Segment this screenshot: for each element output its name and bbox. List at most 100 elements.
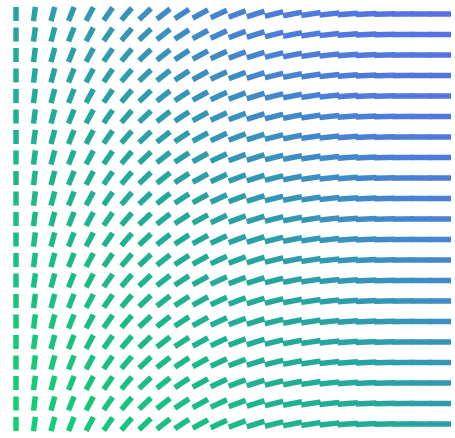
dash: [337, 31, 359, 38]
dash: [374, 113, 396, 120]
dash: [173, 191, 191, 206]
dash: [137, 334, 153, 350]
dash: [300, 112, 322, 121]
dash: [337, 195, 359, 202]
dash: [48, 149, 58, 166]
dash: [245, 111, 266, 122]
dash: [337, 400, 359, 407]
dash: [191, 171, 210, 185]
dash: [137, 129, 153, 145]
dash: [119, 395, 134, 412]
dash: [119, 129, 134, 145]
dash: [119, 416, 134, 432]
dash: [209, 192, 229, 205]
dash: [65, 149, 77, 166]
dash: [319, 358, 340, 367]
dash: [337, 133, 359, 141]
dash: [209, 417, 229, 431]
dash: [155, 129, 172, 145]
dash: [209, 294, 229, 308]
dash: [173, 293, 191, 309]
dash: [282, 214, 303, 224]
dash: [119, 88, 134, 104]
dash: [48, 47, 58, 63]
dash: [319, 194, 340, 203]
dash: [300, 255, 322, 265]
dash: [337, 359, 359, 366]
dash: [264, 50, 284, 60]
dash: [282, 9, 303, 19]
dash: [173, 375, 191, 391]
dash: [65, 292, 77, 310]
dash: [282, 70, 303, 81]
dash: [374, 400, 396, 407]
dash: [83, 87, 96, 105]
dash: [227, 418, 247, 430]
dash: [191, 396, 210, 411]
dash: [191, 232, 210, 247]
dash: [374, 10, 396, 18]
dash: [119, 6, 134, 22]
dash: [245, 418, 266, 430]
dash: [155, 273, 172, 288]
dash: [319, 215, 340, 223]
dash: [30, 375, 39, 391]
dash: [191, 109, 210, 124]
dash: [48, 67, 58, 84]
dash: [209, 89, 229, 103]
dash: [173, 88, 191, 104]
dash: [155, 355, 172, 370]
dash: [65, 313, 77, 330]
dash: [355, 92, 377, 100]
dash: [155, 211, 172, 227]
dash: [282, 152, 303, 163]
dash: [355, 31, 377, 38]
dash: [30, 47, 39, 63]
dash: [282, 378, 303, 388]
dash: [374, 338, 396, 346]
dash: [337, 256, 359, 264]
dash: [227, 151, 247, 164]
dash: [48, 313, 58, 330]
dash: [300, 71, 322, 80]
dash: [65, 128, 77, 146]
dash: [264, 398, 284, 409]
dash: [374, 420, 396, 428]
dash: [191, 314, 210, 329]
dash: [374, 256, 396, 264]
dash: [319, 338, 340, 346]
dash: [337, 297, 359, 305]
dash: [101, 210, 115, 228]
dash: [65, 415, 77, 433]
dash: [137, 190, 153, 207]
dash: [155, 416, 172, 432]
dash: [227, 377, 247, 389]
dash: [264, 316, 284, 327]
dash: [245, 295, 266, 307]
dash: [227, 274, 247, 287]
dash: [30, 334, 39, 350]
dash: [282, 173, 303, 183]
dash: [101, 128, 115, 146]
dash: [191, 48, 210, 62]
dash: [137, 211, 153, 227]
dash: [65, 374, 77, 392]
dash: [65, 251, 77, 269]
dash: [173, 396, 191, 411]
dash: [101, 46, 115, 64]
dash: [282, 419, 303, 429]
dash: [101, 108, 115, 125]
dash: [209, 233, 229, 246]
dash: [101, 292, 115, 310]
dash: [337, 51, 359, 59]
dash: [355, 51, 377, 59]
dash: [48, 88, 58, 104]
dash: [282, 50, 303, 60]
dash: [264, 214, 284, 224]
dash: [155, 334, 172, 350]
dash: [48, 395, 58, 412]
dash: [101, 26, 115, 43]
dash: [48, 354, 58, 371]
dash: [30, 150, 39, 165]
dash: [83, 149, 96, 166]
